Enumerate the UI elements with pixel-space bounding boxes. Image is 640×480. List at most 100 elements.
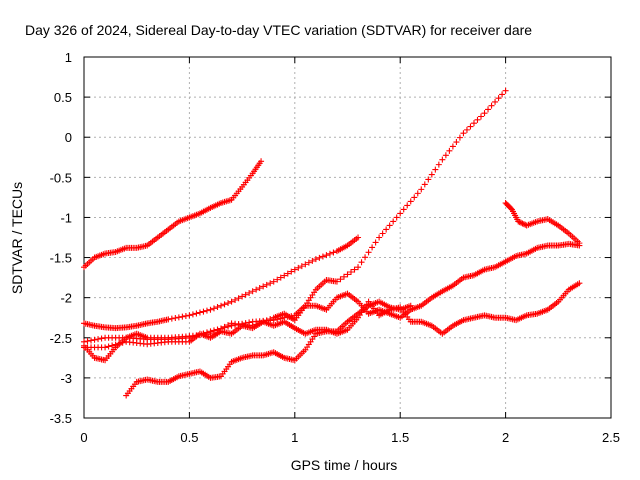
data-point bbox=[576, 280, 583, 287]
data-point bbox=[499, 91, 506, 98]
data-point bbox=[467, 123, 474, 130]
data-point bbox=[358, 259, 365, 266]
data-point bbox=[355, 234, 362, 241]
data-point bbox=[330, 249, 337, 256]
data-point bbox=[98, 335, 105, 342]
data-point bbox=[323, 252, 330, 259]
data-point bbox=[516, 219, 523, 226]
data-point bbox=[351, 266, 358, 273]
data-point bbox=[119, 339, 126, 346]
data-point bbox=[519, 220, 526, 227]
y-tick-label: 0 bbox=[65, 130, 72, 145]
data-point bbox=[207, 306, 214, 313]
data-point bbox=[386, 222, 393, 229]
data-point bbox=[355, 264, 362, 271]
data-point bbox=[502, 87, 509, 94]
y-tick-label: -2 bbox=[60, 291, 72, 306]
data-point bbox=[379, 230, 386, 237]
data-point bbox=[421, 181, 428, 188]
y-tick-label: -1 bbox=[60, 210, 72, 225]
data-point bbox=[340, 273, 347, 280]
y-tick-label: -0.5 bbox=[50, 170, 72, 185]
data-point bbox=[102, 344, 109, 351]
data-point bbox=[362, 254, 369, 261]
data-point bbox=[442, 152, 449, 159]
data-point bbox=[411, 194, 418, 201]
data-point bbox=[478, 113, 485, 120]
x-tick-label: 0 bbox=[80, 430, 87, 445]
data-point bbox=[239, 293, 246, 300]
data-point bbox=[193, 310, 200, 317]
data-point bbox=[298, 263, 305, 270]
data-point bbox=[407, 302, 414, 309]
data-point bbox=[214, 304, 221, 311]
data-point bbox=[414, 190, 421, 197]
data-point bbox=[390, 218, 397, 225]
data-point bbox=[393, 214, 400, 221]
data-point bbox=[168, 315, 175, 322]
x-tick-labels: 0 0.5 1 1.5 2 2.5 bbox=[80, 430, 620, 445]
data-point bbox=[463, 126, 470, 133]
data-point bbox=[232, 296, 239, 303]
plot-frame bbox=[83, 56, 612, 419]
data-point bbox=[210, 305, 217, 312]
data-point bbox=[439, 156, 446, 163]
data-point bbox=[365, 249, 372, 256]
data-point bbox=[263, 281, 270, 288]
chart-title: Day 326 of 2024, Sidereal Day-to-day VTE… bbox=[25, 22, 532, 38]
data-point bbox=[105, 343, 112, 350]
data-point bbox=[485, 106, 492, 113]
data-point bbox=[520, 221, 527, 228]
data-point bbox=[253, 286, 260, 293]
data-point bbox=[175, 314, 182, 321]
data-point bbox=[404, 202, 411, 209]
data-point bbox=[295, 264, 302, 271]
series-track-1 bbox=[81, 158, 265, 271]
data-point bbox=[372, 239, 379, 246]
data-point bbox=[249, 288, 256, 295]
data-point bbox=[242, 291, 249, 298]
data-point bbox=[225, 300, 232, 307]
x-tick-label: 0.5 bbox=[180, 430, 198, 445]
x-tick-label: 2.5 bbox=[602, 430, 620, 445]
data-point bbox=[225, 322, 232, 329]
data-point bbox=[400, 206, 407, 213]
data-point bbox=[376, 234, 383, 241]
data-point bbox=[488, 102, 495, 109]
data-point bbox=[425, 176, 432, 183]
data-point bbox=[397, 210, 404, 217]
data-point bbox=[418, 186, 425, 193]
series-track-7 bbox=[502, 200, 583, 247]
data-point bbox=[281, 272, 288, 279]
x-tick-label: 1.5 bbox=[391, 430, 409, 445]
data-point bbox=[337, 276, 344, 283]
data-point bbox=[246, 289, 253, 296]
data-point bbox=[449, 143, 456, 150]
grid-lines bbox=[84, 57, 611, 418]
series-track-6 bbox=[123, 298, 414, 399]
axis-ticks bbox=[83, 56, 612, 419]
data-point bbox=[428, 171, 435, 178]
data-point bbox=[260, 283, 267, 290]
data-point bbox=[277, 274, 284, 281]
data-point bbox=[432, 166, 439, 173]
x-axis-label: GPS time / hours bbox=[291, 457, 398, 473]
data-point bbox=[470, 120, 477, 127]
data-point bbox=[172, 314, 179, 321]
data-point bbox=[267, 280, 274, 287]
data-point bbox=[288, 268, 295, 275]
y-tick-label: -1.5 bbox=[50, 251, 72, 266]
series-track-3 bbox=[81, 87, 509, 345]
data-point bbox=[109, 342, 116, 349]
data-point bbox=[186, 312, 193, 319]
data-point bbox=[507, 205, 514, 212]
data-point bbox=[316, 254, 323, 261]
data-point bbox=[407, 198, 414, 205]
data-point bbox=[256, 285, 263, 292]
data-point bbox=[258, 158, 265, 165]
data-point bbox=[305, 259, 312, 266]
data-point bbox=[116, 340, 123, 347]
data-point bbox=[383, 226, 390, 233]
data-point bbox=[91, 336, 98, 343]
